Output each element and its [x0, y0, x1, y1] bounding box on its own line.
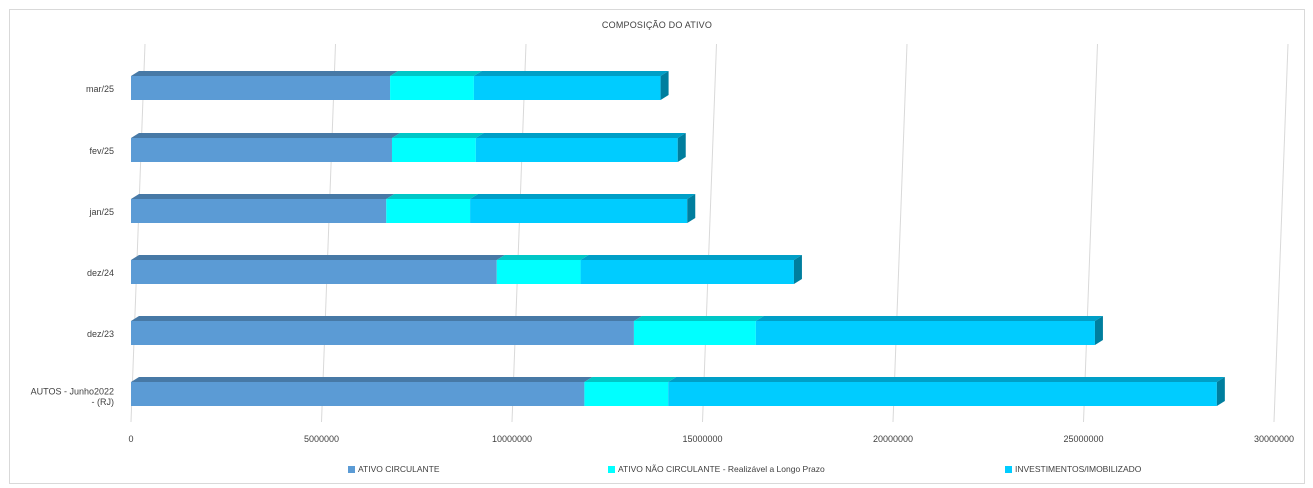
bar-top-face — [633, 316, 764, 321]
bar-side-face — [793, 255, 802, 284]
bar-segment — [131, 199, 387, 223]
y-tick-label: jan/25 — [88, 207, 114, 217]
bar-side-face — [1094, 316, 1103, 345]
bar-side-face — [687, 194, 696, 223]
bar-side-face — [1216, 377, 1225, 406]
legend-item: INVESTIMENTOS/IMOBILIZADO — [1005, 464, 1141, 474]
gridline — [1083, 43, 1098, 423]
bar-top-face — [668, 377, 1225, 382]
x-tick-label: 15000000 — [682, 434, 722, 444]
bar-top-face — [475, 133, 686, 138]
bar-segment — [668, 382, 1217, 406]
x-tick-label: 10000000 — [492, 434, 532, 444]
x-tick-label: 30000000 — [1254, 434, 1294, 444]
gridline — [1273, 43, 1289, 423]
bar-top-face — [386, 194, 479, 199]
bar-top-face — [131, 255, 505, 260]
bar-side-face — [660, 71, 669, 100]
x-tick-label: 25000000 — [1063, 434, 1103, 444]
bar-top-face — [496, 255, 589, 260]
chart-title: COMPOSIÇÃO DO ATIVO — [601, 20, 713, 30]
bar-segment — [475, 138, 678, 162]
bar-top-face — [131, 316, 642, 321]
x-tick-label: 0 — [128, 434, 133, 444]
bar-top-face — [131, 71, 399, 76]
bar-segment — [391, 138, 476, 162]
bar-segment — [131, 76, 391, 100]
bar-top-face — [131, 377, 593, 382]
bar-segment — [390, 76, 474, 100]
gridline — [511, 43, 527, 423]
y-tick-label: AUTOS - Junho2022- (RJ) — [31, 386, 114, 407]
bar-top-face — [473, 71, 669, 76]
bar-top-face — [131, 133, 400, 138]
bar-top-face — [755, 316, 1103, 321]
bar-segment — [580, 260, 794, 284]
legend: ATIVO CIRCULANTE ATIVO NÃO CIRCULANTE - R… — [10, 464, 1304, 478]
bar-segment — [470, 199, 688, 223]
bar-segment — [131, 260, 497, 284]
y-tick-label: dez/24 — [87, 268, 114, 278]
bar-top-face — [131, 194, 395, 199]
bar-side-face — [677, 133, 686, 162]
bar-top-face — [391, 133, 484, 138]
bar-top-face — [390, 71, 482, 76]
bar-segment — [131, 138, 392, 162]
bar-segment — [496, 260, 581, 284]
bar-segment — [131, 382, 585, 406]
x-tick-label: 5000000 — [304, 434, 339, 444]
x-tick-label: 20000000 — [873, 434, 913, 444]
bar-top-face — [584, 377, 677, 382]
y-tick-label: dez/23 — [87, 329, 114, 339]
bar-segment — [473, 76, 661, 100]
gridline — [130, 43, 146, 423]
legend-label: INVESTIMENTOS/IMOBILIZADO — [1015, 464, 1142, 474]
bar-segment — [584, 382, 669, 406]
chart-frame: COMPOSIÇÃO DO ATIVO 0 5000000 10000000 1500… — [9, 9, 1305, 484]
y-tick-label: fev/25 — [89, 146, 114, 156]
legend-item: ATIVO NÃO CIRCULANTE - Realizável a Long… — [608, 464, 825, 474]
bar-segment — [755, 321, 1095, 345]
gridline — [321, 43, 336, 423]
bar-segment — [131, 321, 634, 345]
legend-swatch — [608, 465, 615, 473]
bar-top-face — [470, 194, 696, 199]
bar-segment — [633, 321, 756, 345]
chart-plot: 0 5000000 10000000 15000000 20000000 25000000… — [31, 43, 1294, 444]
legend-swatch — [1005, 465, 1012, 473]
legend-label: ATIVO CIRCULANTE — [358, 464, 440, 474]
gridline — [892, 43, 908, 423]
y-tick-label: mar/25 — [86, 84, 114, 94]
legend-label: ATIVO NÃO CIRCULANTE - Realizável a Long… — [618, 464, 825, 474]
legend-item: ATIVO CIRCULANTE — [348, 464, 440, 474]
gridline — [702, 43, 717, 423]
bar-top-face — [580, 255, 802, 260]
bar-segment — [386, 199, 471, 223]
legend-swatch — [348, 465, 355, 473]
